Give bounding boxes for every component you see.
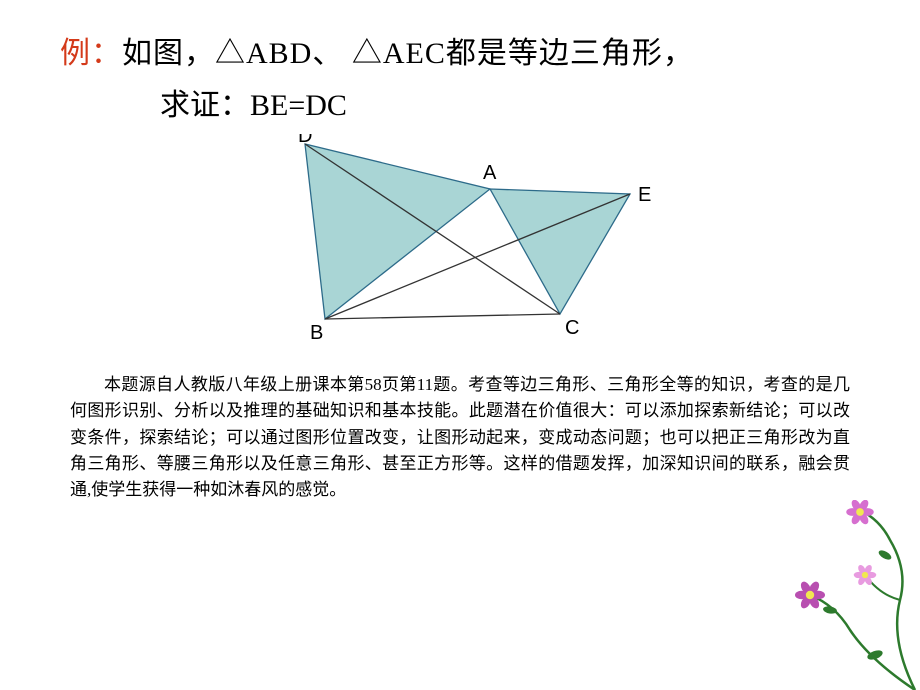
vertex-label-C: C	[565, 317, 579, 339]
description-block: 本题源自人教版八年级上册课本第58页第11题。考查等边三角形、三角形全等的知识，…	[60, 372, 860, 504]
flower-decoration	[760, 500, 920, 690]
description-text: 本题源自人教版八年级上册课本第58页第11题。考查等边三角形、三角形全等的知识，…	[70, 372, 850, 504]
vine-stem	[860, 510, 915, 690]
geometry-diagram: D A E B C	[260, 134, 660, 354]
triangle-ABD	[305, 144, 490, 319]
vertex-label-A: A	[483, 162, 497, 184]
vertex-label-E: E	[638, 184, 651, 206]
leaf-icon	[822, 605, 837, 614]
example-label: 例：	[60, 37, 122, 70]
problem-title-line2: 求证：BE=DC	[160, 80, 860, 124]
flower-center	[806, 591, 814, 599]
vertex-label-B: B	[310, 322, 323, 344]
leaf-icon	[877, 548, 893, 561]
flower-center	[856, 508, 864, 516]
diagram-line-0	[325, 314, 560, 319]
flower-center	[862, 572, 868, 578]
problem-title-line1: 例：如图，△ABD、 △AEC都是等边三角形，	[60, 28, 860, 72]
vertex-label-D: D	[298, 134, 312, 147]
title-text-1: 如图，△ABD、 △AEC都是等边三角形，	[122, 37, 694, 70]
triangle-AEC	[490, 189, 630, 314]
